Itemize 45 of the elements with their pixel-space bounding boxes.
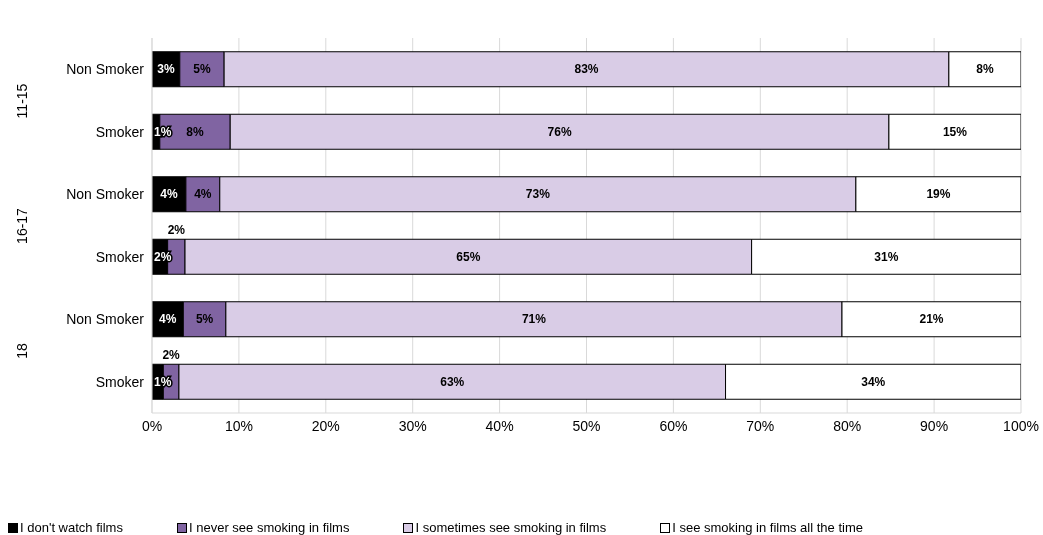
data-label: 19% — [926, 187, 951, 202]
x-tick-label: 80% — [833, 417, 862, 434]
data-label: 8% — [976, 62, 994, 77]
x-tick-label: 30% — [398, 417, 427, 434]
y-tick-label: Smoker — [95, 373, 145, 390]
data-label: 76% — [547, 124, 572, 139]
data-label: 15% — [942, 124, 968, 139]
data-label: 73% — [525, 187, 551, 202]
y-tick-label: Non Smoker — [66, 186, 145, 203]
data-label: 21% — [919, 312, 944, 327]
x-tick-label: 70% — [746, 417, 775, 434]
data-label: 8% — [186, 124, 205, 139]
data-label: 4% — [194, 187, 212, 202]
y-tick-label: Non Smoker — [66, 311, 145, 328]
text: 16-17 — [13, 206, 31, 246]
data-label: 65% — [456, 249, 481, 264]
x-tick-label: 60% — [659, 417, 688, 434]
data-label: 31% — [874, 249, 899, 264]
x-tick-label: 0% — [141, 417, 163, 434]
x-tick-label: 90% — [920, 417, 949, 434]
data-label: 5% — [195, 312, 214, 327]
legend-label: I sometimes see smoking in films — [415, 520, 607, 535]
x-tick-label: 40% — [485, 417, 514, 434]
y-tick-label: Smoker — [95, 248, 145, 265]
x-tick-label: 10% — [224, 417, 253, 434]
text: 18 — [13, 341, 31, 361]
text: 11-15 — [13, 82, 31, 120]
legend-label: I don't watch films — [20, 520, 123, 535]
legend-label: I never see smoking in films — [188, 520, 350, 535]
data-label: 5% — [193, 62, 211, 77]
y-tick-label: Non Smoker — [66, 61, 145, 78]
data-label: 71% — [521, 312, 547, 327]
data-label: 4% — [160, 187, 178, 202]
data-label: 2% — [162, 348, 181, 363]
legend-label: I see smoking in films all the time — [672, 520, 863, 535]
data-label: 4% — [158, 312, 177, 327]
x-tick-label: 20% — [311, 417, 340, 434]
data-label: 83% — [574, 62, 599, 77]
data-label: 34% — [861, 374, 886, 389]
x-tick-label: 100% — [1003, 417, 1039, 434]
data-label: 63% — [440, 374, 465, 389]
x-tick-label: 50% — [572, 417, 601, 434]
data-label: 3% — [157, 62, 175, 77]
data-label: 2% — [167, 223, 186, 238]
y-tick-label: Smoker — [95, 123, 145, 140]
